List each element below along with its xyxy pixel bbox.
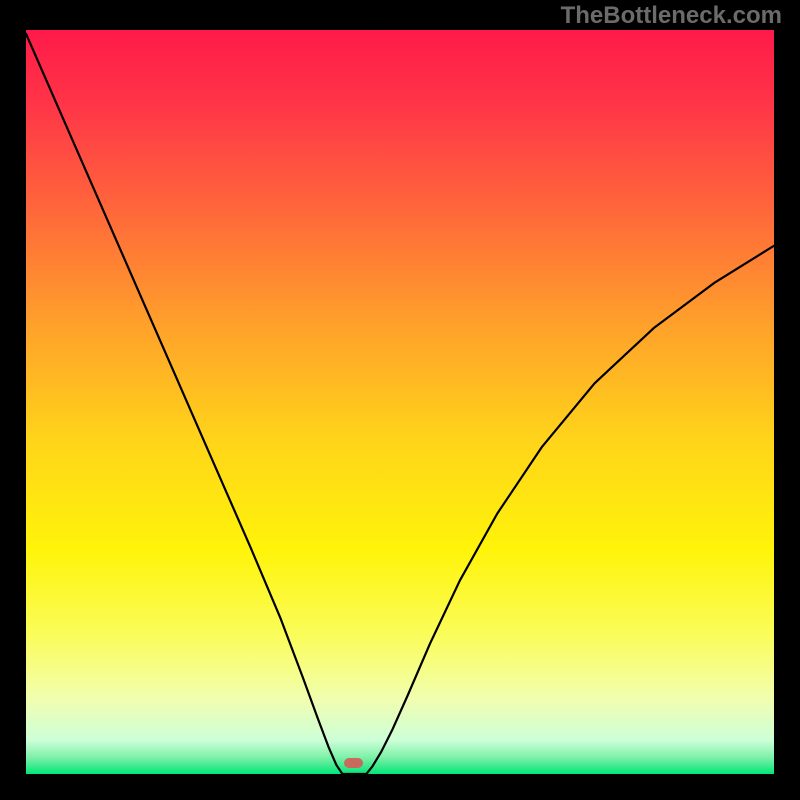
chart-frame: TheBottleneck.com xyxy=(0,0,800,800)
watermark-text: TheBottleneck.com xyxy=(561,2,782,30)
optimum-marker xyxy=(344,758,363,768)
plot-area xyxy=(26,30,774,774)
bottleneck-curve xyxy=(26,30,774,774)
